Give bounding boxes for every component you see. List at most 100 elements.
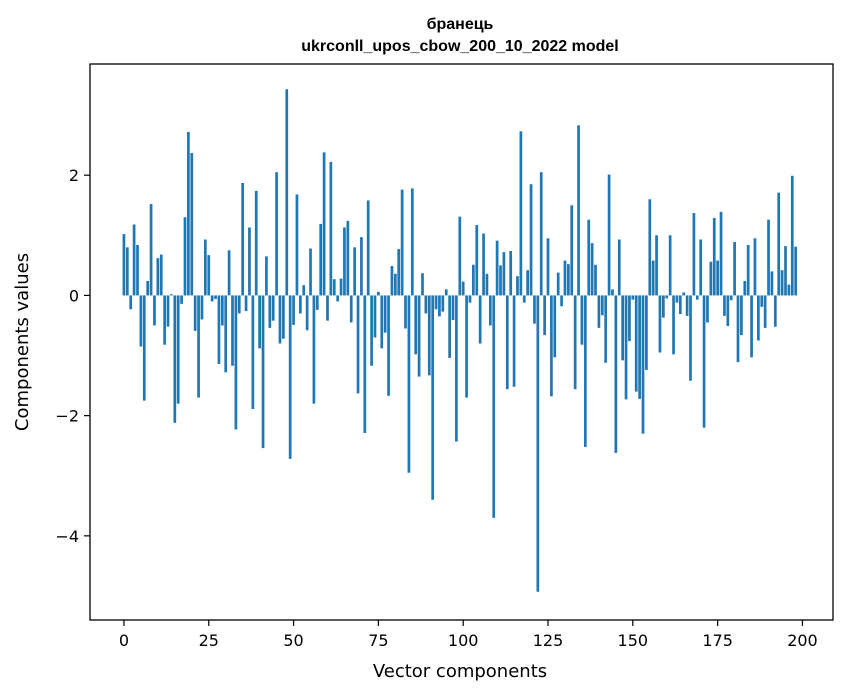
bar-component-2 — [129, 295, 133, 310]
bar-component-41 — [261, 295, 265, 449]
bar-component-193 — [777, 192, 781, 296]
x-tick-label: 0 — [119, 631, 129, 650]
bar-component-165 — [682, 292, 686, 296]
bar-component-25 — [207, 255, 211, 296]
bar-component-164 — [678, 295, 682, 315]
bar-component-134 — [577, 125, 580, 296]
bar-component-8 — [149, 204, 153, 296]
bar-component-131 — [567, 264, 570, 296]
bar-component-68 — [353, 247, 356, 296]
bar-component-72 — [366, 200, 370, 296]
bar-component-36 — [244, 295, 248, 312]
bar-component-89 — [424, 295, 428, 314]
bar-component-30 — [224, 295, 228, 373]
bar-component-81 — [397, 249, 401, 296]
bar-component-189 — [763, 295, 767, 328]
bar-component-194 — [780, 270, 784, 296]
bar-component-35 — [241, 183, 245, 296]
bar-component-6 — [142, 295, 146, 401]
bar-component-106 — [482, 233, 485, 296]
bar-component-191 — [770, 271, 774, 296]
bar-component-169 — [695, 295, 699, 300]
bar-component-185 — [750, 295, 753, 358]
bar-component-60 — [326, 295, 329, 321]
bar-component-192 — [773, 295, 777, 327]
bar-component-183 — [743, 280, 747, 296]
bar-component-19 — [187, 131, 190, 296]
bar-component-46 — [278, 295, 282, 344]
bar-component-113 — [505, 295, 509, 390]
bar-component-73 — [370, 295, 373, 366]
bar-component-4 — [136, 244, 139, 296]
bar-component-145 — [614, 295, 618, 453]
y-tick-label: −2 — [55, 407, 79, 426]
bar-component-80 — [393, 273, 397, 296]
bar-component-76 — [380, 295, 384, 349]
bar-component-90 — [427, 295, 431, 376]
bar-component-16 — [176, 295, 180, 404]
bar-component-12 — [163, 295, 166, 345]
bar-component-91 — [431, 295, 435, 500]
bar-component-114 — [509, 250, 513, 296]
bar-component-180 — [733, 241, 736, 296]
bar-component-18 — [183, 217, 187, 296]
bar-component-62 — [332, 279, 336, 296]
bar-component-59 — [322, 152, 326, 296]
x-tick-label: 200 — [787, 631, 818, 650]
bar-component-101 — [465, 295, 468, 398]
bar-component-188 — [760, 295, 764, 307]
y-tick-label: 2 — [69, 166, 79, 185]
bar-component-158 — [658, 295, 662, 353]
bar-component-136 — [583, 295, 587, 447]
bar-component-109 — [492, 295, 496, 518]
bar-component-157 — [655, 235, 658, 296]
bar-component-186 — [753, 238, 757, 296]
bar-component-168 — [692, 213, 696, 296]
x-axis-label: Vector components — [373, 661, 547, 682]
bar-component-110 — [495, 240, 499, 296]
bar-component-187 — [757, 295, 760, 341]
bar-component-31 — [227, 250, 231, 296]
y-axis-label: Components values — [12, 253, 33, 431]
bar-component-160 — [665, 295, 669, 299]
bar-component-153 — [641, 295, 645, 434]
bar-component-179 — [729, 295, 733, 301]
y-tick-label: −4 — [55, 527, 79, 546]
bar-component-182 — [740, 295, 743, 336]
bar-component-171 — [702, 295, 706, 428]
bar-component-95 — [444, 289, 448, 296]
bar-component-92 — [434, 295, 438, 310]
bar-component-11 — [159, 254, 163, 296]
x-tick-label: 125 — [533, 631, 564, 650]
bar-component-84 — [407, 295, 411, 473]
y-axis: −4 −2 0 2 — [55, 166, 90, 546]
bar-component-140 — [597, 295, 601, 328]
bar-component-170 — [699, 239, 703, 296]
bar-component-43 — [268, 295, 272, 328]
bar-component-93 — [438, 295, 441, 317]
bar-component-137 — [587, 219, 591, 296]
bar-component-47 — [282, 295, 285, 339]
bar-component-178 — [726, 295, 730, 327]
bar-component-146 — [617, 239, 621, 296]
bar-component-61 — [329, 161, 333, 296]
bar-component-64 — [339, 278, 343, 296]
bar-component-102 — [468, 295, 472, 303]
bar-component-14 — [170, 294, 173, 296]
bar-component-42 — [265, 256, 268, 296]
bar-component-45 — [275, 172, 278, 296]
bar-component-159 — [662, 295, 665, 318]
bar-component-111 — [499, 265, 502, 296]
bar-component-135 — [580, 295, 584, 345]
bar-component-70 — [360, 237, 363, 296]
bar-component-78 — [387, 295, 390, 396]
x-tick-label: 25 — [199, 631, 219, 650]
bar-component-103 — [472, 264, 475, 296]
bar-component-195 — [784, 246, 787, 296]
bar-component-21 — [193, 295, 197, 331]
bar-component-0 — [122, 234, 126, 296]
bar-component-75 — [377, 291, 380, 296]
bar-component-83 — [404, 295, 407, 329]
bar-component-107 — [485, 273, 489, 296]
